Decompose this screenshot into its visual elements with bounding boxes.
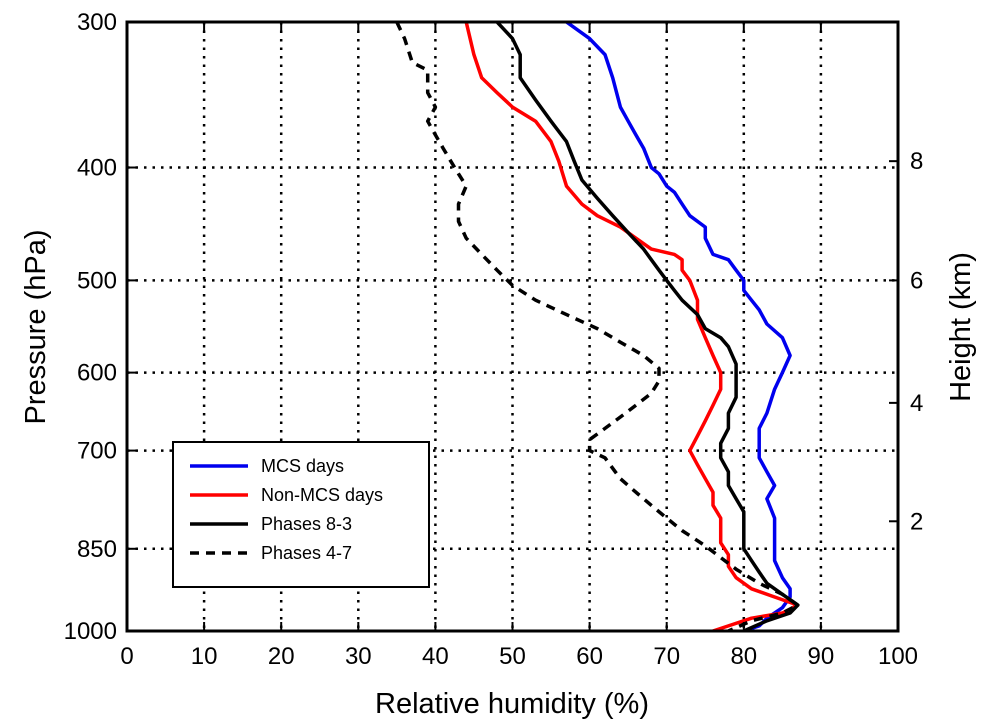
y-tick-label: 500 bbox=[77, 267, 117, 294]
y-tick-label: 400 bbox=[77, 155, 117, 182]
legend: MCS days Non-MCS days Phases 8-3 Phases 4-7 bbox=[172, 441, 430, 588]
x-tick-label: 70 bbox=[653, 643, 680, 670]
series-line-3 bbox=[495, 22, 800, 631]
y-tick-label: 850 bbox=[77, 536, 117, 563]
series-line-4 bbox=[395, 22, 800, 631]
y2-tick-label: 8 bbox=[910, 148, 923, 175]
series-line-2 bbox=[464, 22, 800, 631]
series-line-1 bbox=[564, 22, 792, 631]
y-tick-label: 700 bbox=[77, 438, 117, 465]
legend-label-4: Phases 4-7 bbox=[261, 543, 352, 563]
y2-axis-title: Height (km) bbox=[945, 252, 977, 402]
legend-label-2: Non-MCS days bbox=[261, 485, 383, 505]
y-tick-label: 1000 bbox=[64, 618, 117, 645]
x-tick-label: 80 bbox=[730, 643, 757, 670]
x-tick-label: 50 bbox=[499, 643, 526, 670]
x-tick-label: 20 bbox=[268, 643, 295, 670]
y2-tick-label: 6 bbox=[910, 267, 923, 294]
x-tick-label: 90 bbox=[808, 643, 835, 670]
y2-tick-label: 4 bbox=[910, 390, 923, 417]
x-tick-label: 100 bbox=[878, 643, 918, 670]
x-tick-label: 60 bbox=[576, 643, 603, 670]
legend-label-1: MCS days bbox=[261, 456, 344, 476]
ticks bbox=[126, 21, 899, 632]
y-tick-label: 300 bbox=[77, 9, 117, 36]
x-tick-label: 10 bbox=[191, 643, 218, 670]
y-axis-title: Pressure (hPa) bbox=[20, 229, 52, 424]
y2-tick-label: 2 bbox=[910, 508, 923, 535]
x-tick-label: 30 bbox=[345, 643, 372, 670]
legend-label-3: Phases 8-3 bbox=[261, 514, 352, 534]
y-tick-label: 600 bbox=[77, 360, 117, 387]
x-axis-title: Relative humidity (%) bbox=[375, 688, 649, 720]
tick-labels: 0 10 20 30 40 50 60 70 80 90 100 300 400 500 600 700 850… bbox=[64, 9, 924, 670]
x-tick-label: 0 bbox=[120, 643, 133, 670]
series-layer bbox=[395, 22, 800, 631]
x-tick-label: 40 bbox=[422, 643, 449, 670]
